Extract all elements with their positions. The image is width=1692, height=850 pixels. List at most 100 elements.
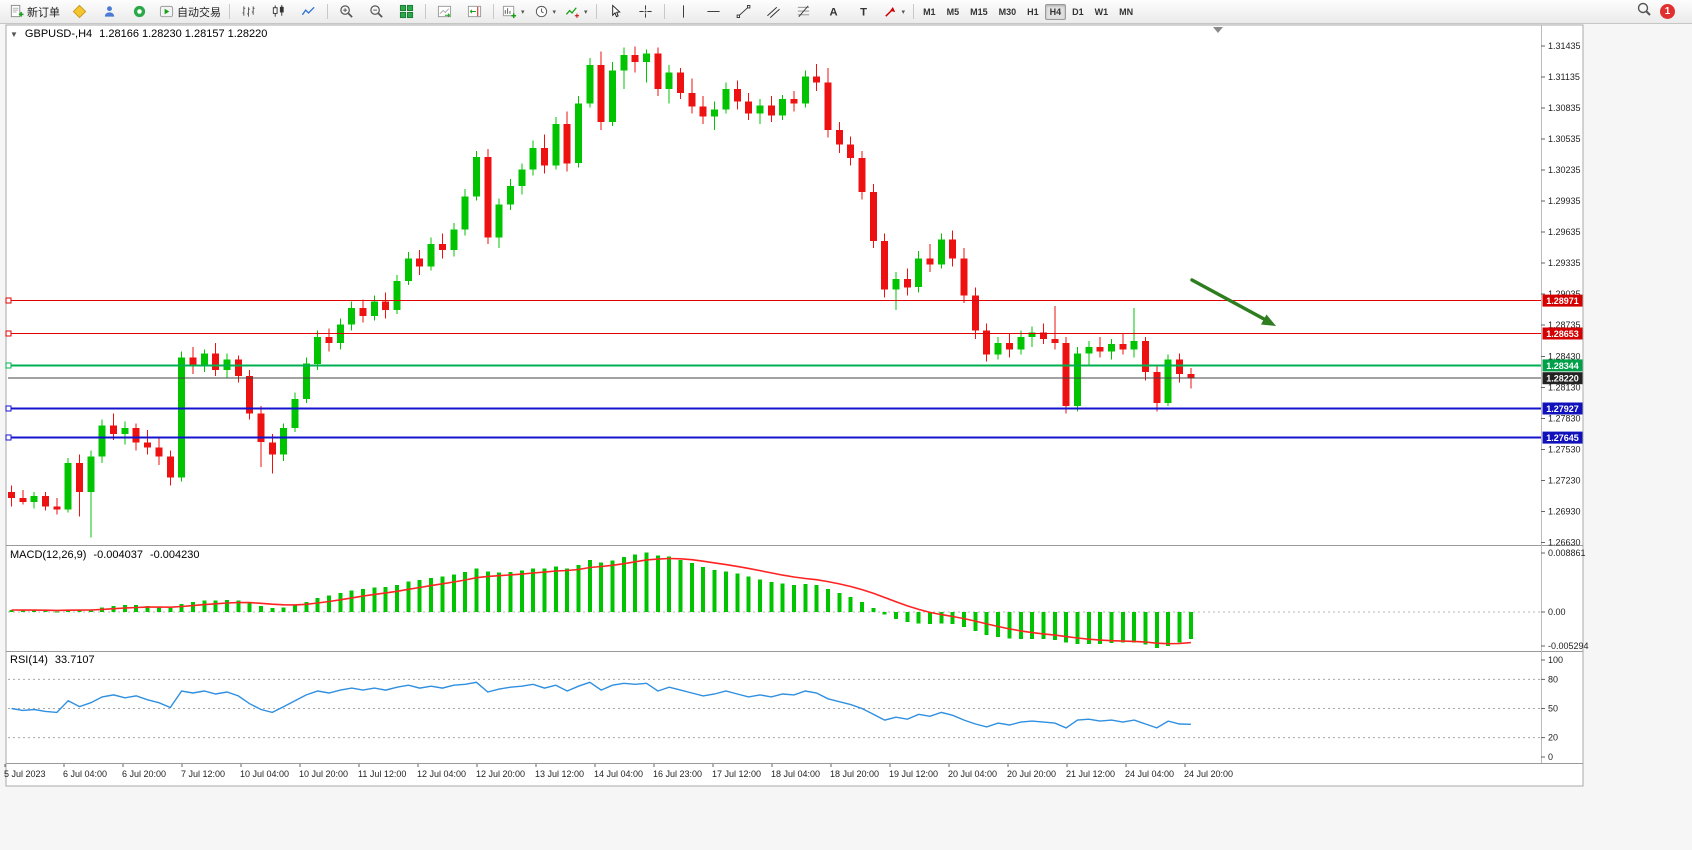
svg-text:1.29635: 1.29635 <box>1548 227 1581 237</box>
new-chart-button[interactable]: ▾ <box>498 1 529 23</box>
autotrading-label: 自动交易 <box>177 6 221 19</box>
new-order-button[interactable]: 新订单 <box>5 1 64 23</box>
svg-text:0.008861: 0.008861 <box>1548 548 1586 558</box>
symbol-period-label: GBPUSD-,H4 <box>24 28 93 40</box>
toolbar-separator <box>493 4 494 19</box>
svg-text:1.26930: 1.26930 <box>1548 507 1581 517</box>
macd-axis[interactable]: 0.008861 0.00 -0.005294 <box>1541 548 1589 651</box>
tile-windows-button[interactable] <box>392 1 421 23</box>
timeframe-d1[interactable]: D1 <box>1072 6 1084 17</box>
toolbar-separator <box>913 4 915 19</box>
new-order-label: 新订单 <box>27 6 60 19</box>
chart-shift-button[interactable] <box>460 1 489 23</box>
horizontal-line-1.27927[interactable] <box>5 405 1541 412</box>
rsi-name: RSI(14) <box>10 654 48 666</box>
timeframe-m30[interactable]: M30 <box>998 6 1017 17</box>
arrow-annotation[interactable] <box>1190 278 1276 326</box>
one-click-trading-toggle[interactable]: ▼ <box>10 29 18 39</box>
indicators-button[interactable]: ▾ <box>561 1 592 23</box>
timeframe-m15[interactable]: M15 <box>970 6 988 17</box>
panel-separators[interactable] <box>6 25 1583 764</box>
timeframe-m5[interactable]: M5 <box>946 6 960 17</box>
auto-scroll-button[interactable] <box>430 1 459 23</box>
trendline-icon <box>736 4 751 19</box>
svg-text:80: 80 <box>1548 674 1558 684</box>
auto-scroll-icon <box>437 4 452 19</box>
toolbar-separator <box>327 4 328 19</box>
market-icon <box>132 4 147 19</box>
person-icon <box>102 4 117 19</box>
svg-text:0: 0 <box>1548 752 1553 762</box>
horizontal-line-1.28344[interactable] <box>5 362 1541 369</box>
horizontal-line-1.28971[interactable] <box>5 297 1541 304</box>
timeframe-h1[interactable]: H1 <box>1027 6 1039 17</box>
svg-text:1.31135: 1.31135 <box>1548 72 1580 82</box>
chevron-down-icon: ▾ <box>584 8 588 16</box>
toolbar-separator <box>595 4 597 19</box>
horizontal-line-button[interactable] <box>699 1 728 23</box>
line-chart-icon <box>301 4 316 19</box>
indicators-icon <box>565 4 580 19</box>
market-button[interactable] <box>125 1 154 23</box>
cursor-button[interactable] <box>601 1 630 23</box>
candlestick-button[interactable] <box>264 1 293 23</box>
rsi-axis[interactable]: 100 80 50 20 0 <box>1541 655 1563 762</box>
macd-name: MACD(12,26,9) <box>10 549 87 561</box>
macd-signal-value: -0.004230 <box>149 549 200 561</box>
svg-text:1.27530: 1.27530 <box>1548 445 1581 455</box>
toolbar-separator <box>663 4 665 19</box>
timeframe-mn[interactable]: MN <box>1119 6 1134 17</box>
bar-chart-button[interactable] <box>234 1 263 23</box>
svg-text:1.27230: 1.27230 <box>1548 476 1581 486</box>
timeframe-m1[interactable]: M1 <box>923 6 936 17</box>
new-chart-icon <box>502 4 517 19</box>
notification-badge[interactable]: 1 <box>1660 4 1675 19</box>
period-button[interactable]: ▾ <box>530 1 561 23</box>
search-icon[interactable] <box>1636 1 1652 22</box>
crosshair-icon <box>638 4 653 19</box>
text-label-button[interactable]: T <box>849 1 878 23</box>
chart-shift-marker[interactable] <box>1213 27 1223 33</box>
zoom-out-button[interactable] <box>362 1 391 23</box>
horizontal-line-1.28653[interactable] <box>5 330 1541 337</box>
trendline-button[interactable] <box>729 1 758 23</box>
svg-text:17 Jul 12:00: 17 Jul 12:00 <box>712 769 761 779</box>
fibonacci-button[interactable] <box>789 1 818 23</box>
rsi-line <box>11 681 1191 729</box>
toolbar-separator <box>425 4 426 19</box>
svg-text:5 Jul 2023: 5 Jul 2023 <box>4 769 46 779</box>
fibonacci-icon <box>796 4 811 19</box>
vertical-line-button[interactable] <box>669 1 698 23</box>
line-chart-button[interactable] <box>294 1 323 23</box>
autotrading-button[interactable]: 自动交易 <box>155 1 225 23</box>
macd-signal-line <box>11 557 1191 645</box>
macd-label: MACD(12,26,9) -0.004037 -0.004230 <box>10 549 200 561</box>
timeframe-w1[interactable]: W1 <box>1094 6 1109 17</box>
arrow-objects-button[interactable]: ▾ <box>879 1 910 23</box>
autotrading-play-icon <box>159 4 174 19</box>
timeframe-h4[interactable]: H4 <box>1044 3 1067 20</box>
zoom-in-button[interactable] <box>332 1 361 23</box>
ohlc-bars-icon <box>241 4 256 19</box>
time-axis[interactable]: 5 Jul 2023 6 Jul 04:00 6 Jul 20:00 7 Jul 12… <box>4 764 1233 779</box>
price-axis[interactable]: 1.31435 1.31135 1.30835 1.30535 1.30235 1.299… <box>1541 41 1581 548</box>
svg-text:7 Jul 12:00: 7 Jul 12:00 <box>181 769 225 779</box>
svg-text:20 Jul 20:00: 20 Jul 20:00 <box>1007 769 1056 779</box>
community-button[interactable] <box>95 1 124 23</box>
chart-shift-icon <box>467 4 482 19</box>
channel-button[interactable] <box>759 1 788 23</box>
metaeditor-button[interactable] <box>65 1 94 23</box>
svg-text:14 Jul 04:00: 14 Jul 04:00 <box>594 769 643 779</box>
text-button[interactable]: A <box>819 1 848 23</box>
svg-text:1.26630: 1.26630 <box>1548 538 1581 548</box>
svg-text:T: T <box>860 7 867 19</box>
channel-icon <box>766 4 781 19</box>
svg-text:24 Jul 20:00: 24 Jul 20:00 <box>1184 769 1233 779</box>
svg-text:1.28653: 1.28653 <box>1546 329 1579 339</box>
svg-text:1.29035: 1.29035 <box>1548 289 1581 299</box>
svg-text:20: 20 <box>1548 733 1558 743</box>
crosshair-button[interactable] <box>631 1 660 23</box>
horizontal-line-1.27645[interactable] <box>5 434 1541 441</box>
candlestick-icon <box>271 4 286 19</box>
